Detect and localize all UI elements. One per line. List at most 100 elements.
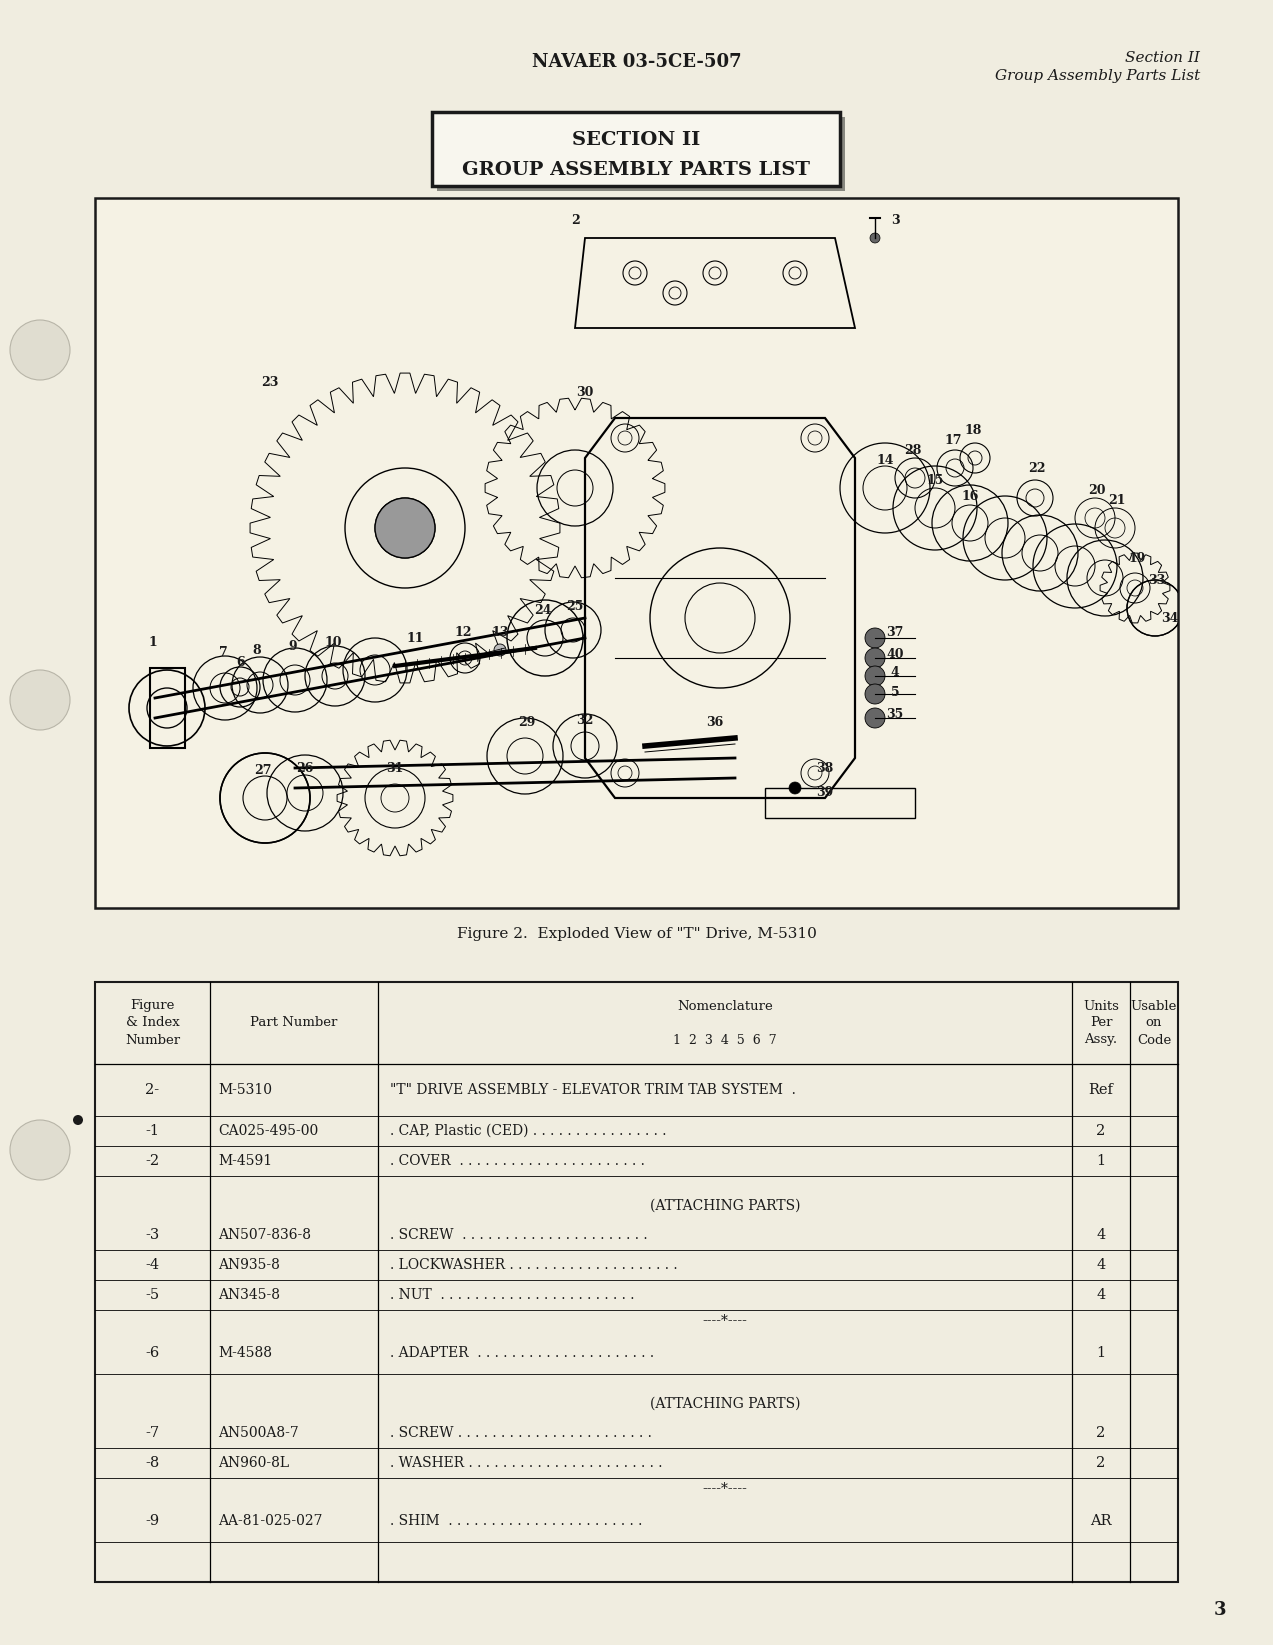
Text: Ref: Ref bbox=[1088, 1082, 1114, 1097]
Text: ----*----: ----*---- bbox=[703, 1314, 747, 1328]
Text: Group Assembly Parts List: Group Assembly Parts List bbox=[994, 69, 1200, 82]
Text: 19: 19 bbox=[1128, 551, 1146, 564]
Text: 17: 17 bbox=[945, 434, 961, 446]
Circle shape bbox=[864, 684, 885, 704]
Text: (ATTACHING PARTS): (ATTACHING PARTS) bbox=[649, 1397, 801, 1411]
Text: -7: -7 bbox=[145, 1426, 159, 1439]
Text: . SCREW  . . . . . . . . . . . . . . . . . . . . . .: . SCREW . . . . . . . . . . . . . . . . … bbox=[390, 1229, 648, 1242]
Circle shape bbox=[869, 234, 880, 243]
Text: 28: 28 bbox=[904, 444, 922, 457]
Text: 20: 20 bbox=[1088, 484, 1106, 497]
Text: 4: 4 bbox=[1096, 1229, 1106, 1242]
Text: Part Number: Part Number bbox=[251, 1017, 337, 1030]
Text: 8: 8 bbox=[252, 643, 261, 656]
Text: 24: 24 bbox=[535, 604, 551, 617]
Circle shape bbox=[494, 643, 505, 656]
Text: -9: -9 bbox=[145, 1513, 159, 1528]
Text: -5: -5 bbox=[145, 1288, 159, 1301]
Text: 32: 32 bbox=[577, 714, 593, 727]
Text: 3: 3 bbox=[1213, 1601, 1226, 1619]
Text: -4: -4 bbox=[145, 1258, 159, 1272]
Text: . WASHER . . . . . . . . . . . . . . . . . . . . . . .: . WASHER . . . . . . . . . . . . . . . .… bbox=[390, 1456, 662, 1471]
Text: -8: -8 bbox=[145, 1456, 159, 1471]
Text: 2: 2 bbox=[1096, 1124, 1106, 1138]
Bar bbox=[437, 117, 845, 191]
Text: 18: 18 bbox=[965, 423, 981, 436]
Text: Figure
& Index
Number: Figure & Index Number bbox=[125, 1000, 179, 1046]
Text: 9: 9 bbox=[289, 640, 298, 653]
Text: -2: -2 bbox=[145, 1155, 159, 1168]
Circle shape bbox=[864, 666, 885, 686]
Text: Figure 2.  Exploded View of "T" Drive, M-5310: Figure 2. Exploded View of "T" Drive, M-… bbox=[457, 928, 816, 941]
Text: 11: 11 bbox=[406, 632, 424, 645]
Text: 6: 6 bbox=[237, 656, 246, 670]
Text: 1: 1 bbox=[1096, 1346, 1105, 1360]
Text: 31: 31 bbox=[386, 762, 404, 775]
Circle shape bbox=[864, 628, 885, 648]
Text: 16: 16 bbox=[961, 490, 979, 502]
Text: Section II: Section II bbox=[1125, 51, 1200, 66]
Text: M-4588: M-4588 bbox=[218, 1346, 272, 1360]
Bar bbox=[95, 197, 1178, 908]
Text: 29: 29 bbox=[518, 716, 536, 729]
Text: "T" DRIVE ASSEMBLY - ELEVATOR TRIM TAB SYSTEM  .: "T" DRIVE ASSEMBLY - ELEVATOR TRIM TAB S… bbox=[390, 1082, 796, 1097]
Text: 33: 33 bbox=[1148, 574, 1166, 587]
Text: . CAP, Plastic (CED) . . . . . . . . . . . . . . . .: . CAP, Plastic (CED) . . . . . . . . . .… bbox=[390, 1124, 667, 1138]
Text: 1  2  3  4  5  6  7: 1 2 3 4 5 6 7 bbox=[673, 1033, 777, 1046]
Text: AR: AR bbox=[1090, 1513, 1111, 1528]
Text: 4: 4 bbox=[891, 666, 900, 678]
Text: NAVAER 03-5CE-507: NAVAER 03-5CE-507 bbox=[532, 53, 741, 71]
Text: Nomenclature: Nomenclature bbox=[677, 1000, 773, 1013]
Text: 22: 22 bbox=[1029, 462, 1045, 474]
Circle shape bbox=[789, 781, 801, 795]
Text: 5: 5 bbox=[891, 686, 899, 699]
Text: 39: 39 bbox=[816, 786, 834, 799]
Text: AN345-8: AN345-8 bbox=[218, 1288, 280, 1301]
Text: . ADAPTER  . . . . . . . . . . . . . . . . . . . . .: . ADAPTER . . . . . . . . . . . . . . . … bbox=[390, 1346, 654, 1360]
Text: 34: 34 bbox=[1161, 612, 1179, 625]
Text: . SHIM  . . . . . . . . . . . . . . . . . . . . . . .: . SHIM . . . . . . . . . . . . . . . . .… bbox=[390, 1513, 643, 1528]
Text: Usable
on
Code: Usable on Code bbox=[1130, 1000, 1178, 1046]
Text: 21: 21 bbox=[1109, 494, 1125, 507]
Text: SECTION II: SECTION II bbox=[572, 132, 700, 150]
Text: 1: 1 bbox=[149, 637, 158, 650]
Circle shape bbox=[10, 321, 70, 380]
Bar bbox=[432, 112, 840, 186]
Text: 1: 1 bbox=[1096, 1155, 1105, 1168]
Text: 2: 2 bbox=[1096, 1426, 1106, 1439]
Text: 26: 26 bbox=[297, 762, 313, 775]
Text: 13: 13 bbox=[491, 627, 509, 640]
Text: AN960-8L: AN960-8L bbox=[218, 1456, 289, 1471]
Text: 2: 2 bbox=[570, 214, 579, 227]
Text: M-4591: M-4591 bbox=[218, 1155, 272, 1168]
Text: . LOCKWASHER . . . . . . . . . . . . . . . . . . . .: . LOCKWASHER . . . . . . . . . . . . . .… bbox=[390, 1258, 677, 1272]
Circle shape bbox=[73, 1115, 83, 1125]
Text: . COVER  . . . . . . . . . . . . . . . . . . . . . .: . COVER . . . . . . . . . . . . . . . . … bbox=[390, 1155, 645, 1168]
Circle shape bbox=[10, 670, 70, 730]
Text: 15: 15 bbox=[927, 474, 943, 487]
Text: 27: 27 bbox=[255, 763, 271, 776]
Text: 30: 30 bbox=[577, 387, 593, 400]
Text: AA-81-025-027: AA-81-025-027 bbox=[218, 1513, 322, 1528]
Circle shape bbox=[376, 498, 435, 558]
Text: 4: 4 bbox=[1096, 1258, 1106, 1272]
Text: AN507-836-8: AN507-836-8 bbox=[218, 1229, 311, 1242]
Text: -3: -3 bbox=[145, 1229, 159, 1242]
Text: AN500A8-7: AN500A8-7 bbox=[218, 1426, 299, 1439]
Text: 14: 14 bbox=[876, 454, 894, 467]
Text: 2-: 2- bbox=[145, 1082, 159, 1097]
Text: 25: 25 bbox=[566, 599, 584, 612]
Text: 35: 35 bbox=[886, 707, 904, 721]
Text: 40: 40 bbox=[886, 648, 904, 661]
Circle shape bbox=[10, 1120, 70, 1179]
Text: -1: -1 bbox=[145, 1124, 159, 1138]
Text: 2: 2 bbox=[1096, 1456, 1106, 1471]
Text: 38: 38 bbox=[816, 762, 834, 775]
Text: (ATTACHING PARTS): (ATTACHING PARTS) bbox=[649, 1199, 801, 1212]
Text: Units
Per
Assy.: Units Per Assy. bbox=[1083, 1000, 1119, 1046]
Text: AN935-8: AN935-8 bbox=[218, 1258, 280, 1272]
Text: 12: 12 bbox=[454, 627, 472, 640]
Text: 36: 36 bbox=[707, 716, 723, 729]
Text: 3: 3 bbox=[891, 214, 899, 227]
Text: CA025-495-00: CA025-495-00 bbox=[218, 1124, 318, 1138]
